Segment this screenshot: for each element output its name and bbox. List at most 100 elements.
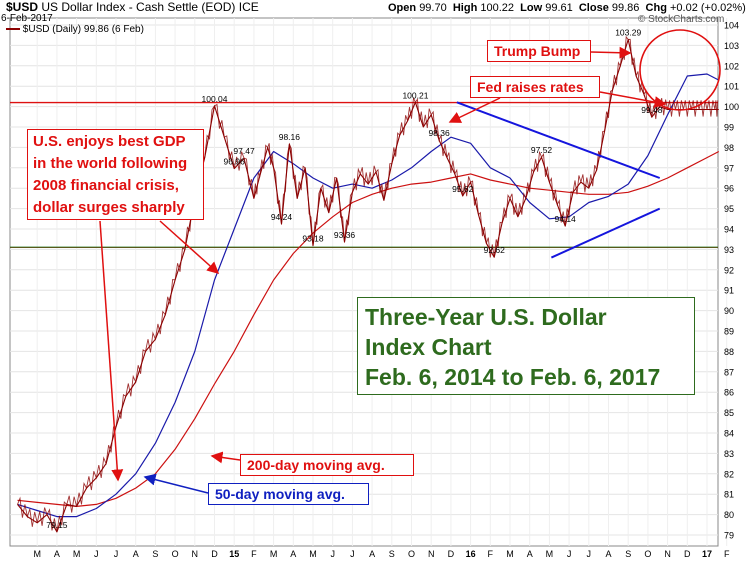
y-tick-label: 96 (724, 184, 734, 194)
title-line: Feb. 6, 2014 to Feb. 6, 2017 (365, 364, 661, 390)
trump-bump-label: Trump Bump (487, 40, 591, 62)
value-label: 98.36 (428, 128, 450, 138)
ohlc-readout: Open 99.70 High 100.22 Low 99.61 Close 9… (388, 2, 746, 14)
x-tick-label: 16 (466, 549, 476, 559)
value-label: 100.04 (202, 94, 228, 104)
chart-header: $USD US Dollar Index - Cash Settle (EOD)… (6, 0, 259, 14)
x-tick-label: D (684, 549, 691, 559)
y-tick-label: 94 (724, 225, 734, 235)
x-tick-label: J (567, 549, 572, 559)
close-value: 99.86 (611, 2, 640, 14)
y-tick-label: 88 (724, 347, 734, 357)
y-tick-label: 91 (724, 286, 734, 296)
close-label: Close (578, 2, 609, 14)
x-tick-label: 15 (229, 549, 239, 559)
y-tick-label: 98 (724, 143, 734, 153)
y-tick-label: 81 (724, 490, 734, 500)
x-tick-label: J (94, 549, 99, 559)
value-label: 94.14 (555, 214, 577, 224)
value-label: 95.62 (452, 184, 474, 194)
y-tick-label: 102 (724, 61, 739, 71)
low-label: Low (520, 2, 543, 14)
x-tick-label: A (527, 549, 533, 559)
header-date: 6-Feb-2017 (1, 13, 53, 24)
value-label: 97.52 (531, 145, 553, 155)
x-tick-label: D (211, 549, 218, 559)
x-tick-label: A (133, 549, 139, 559)
y-tick-label: 103 (724, 41, 739, 51)
trump-bump-circle (639, 29, 721, 111)
x-tick-label: F (488, 549, 494, 559)
fed-raises-label: Fed raises rates (470, 76, 600, 98)
high-value: 100.22 (480, 2, 515, 14)
plot-frame (9, 17, 719, 547)
gdp-line: 2008 financial crisis, (33, 177, 179, 194)
x-tick-label: 17 (702, 549, 712, 559)
legend-swatch (6, 28, 20, 31)
y-tick-label: 86 (724, 388, 734, 398)
watermark-text: © StockCharts.com (638, 14, 725, 25)
value-label: 93.18 (302, 234, 324, 244)
trend-lines (456, 29, 721, 259)
x-tick-label: M (546, 549, 554, 559)
chart-title-box: Three-Year U.S. Dollar Index Chart Feb. … (357, 297, 695, 395)
y-tick-label: 104 (724, 21, 739, 31)
value-label: 92.62 (484, 245, 506, 255)
open-label: Open (388, 2, 417, 14)
x-tick-label: S (389, 549, 395, 559)
low-value: 99.61 (545, 2, 573, 14)
x-tick-label: M (73, 549, 81, 559)
gdp-arrow-1 (159, 220, 220, 275)
value-label: 96.96 (224, 157, 246, 167)
x-tick-label: M (270, 549, 278, 559)
gdp-arrow-2 (99, 220, 124, 482)
x-tick-label: O (408, 549, 415, 559)
y-tick-label: 99 (724, 123, 734, 133)
y-tick-label: 82 (724, 469, 734, 479)
y-tick-label: 101 (724, 82, 739, 92)
title-line: Three-Year U.S. Dollar (365, 304, 607, 330)
y-axis-labels: 79 80 81 82 83 84 85 86 87 88 89 90 91 92 93 94 95 96 97 98… (724, 21, 739, 541)
x-tick-label: S (152, 549, 158, 559)
legend-entry: $USD (Daily) 99.86 (6 Feb) (6, 24, 144, 35)
annotation-arrows (99, 46, 667, 494)
x-tick-label: F (724, 549, 730, 559)
price-detail-line (17, 35, 719, 532)
y-tick-label: 83 (724, 449, 734, 459)
chg-label: Chg (645, 2, 667, 14)
x-tick-label: N (428, 549, 435, 559)
y-tick-label: 79 (724, 531, 734, 541)
title-line: Index Chart (365, 334, 492, 360)
ma200-arrow (210, 451, 241, 464)
ma50-label: 50-day moving avg. (208, 483, 369, 505)
x-tick-label: O (644, 549, 651, 559)
ma200-line (17, 150, 720, 507)
x-tick-label: A (54, 549, 60, 559)
value-label: 103.29 (615, 27, 641, 37)
x-axis-labels: M A M J J A S O N D 15 F M A M J J A S O N D 16 F M A M J J A S O N D 17 F (33, 549, 730, 559)
value-label: 93.36 (334, 230, 356, 240)
y-tick-label: 93 (724, 245, 734, 255)
gdp-line: U.S. enjoys best GDP (33, 133, 186, 150)
value-label: 99.48 (641, 105, 663, 115)
y-tick-label: 92 (724, 265, 734, 275)
x-tick-label: M (506, 549, 514, 559)
x-tick-label: F (251, 549, 257, 559)
value-label: 79.15 (46, 520, 68, 530)
fed-arrow-1 (448, 97, 501, 123)
x-tick-label: M (33, 549, 41, 559)
symbol: $USD (6, 0, 39, 14)
legend-text: $USD (Daily) 99.86 (6 Feb) (22, 24, 144, 35)
open-value: 99.70 (419, 2, 447, 14)
y-tick-label: 100 (724, 102, 739, 112)
value-label: 98.16 (279, 132, 301, 142)
y-tick-label: 85 (724, 408, 734, 418)
trendline (550, 207, 661, 259)
value-label: 100.21 (402, 90, 428, 100)
x-tick-label: N (664, 549, 671, 559)
high-label: High (452, 2, 478, 14)
ma50-line (17, 73, 720, 518)
gdp-annotation: U.S. enjoys best GDP in the world follow… (27, 129, 204, 220)
